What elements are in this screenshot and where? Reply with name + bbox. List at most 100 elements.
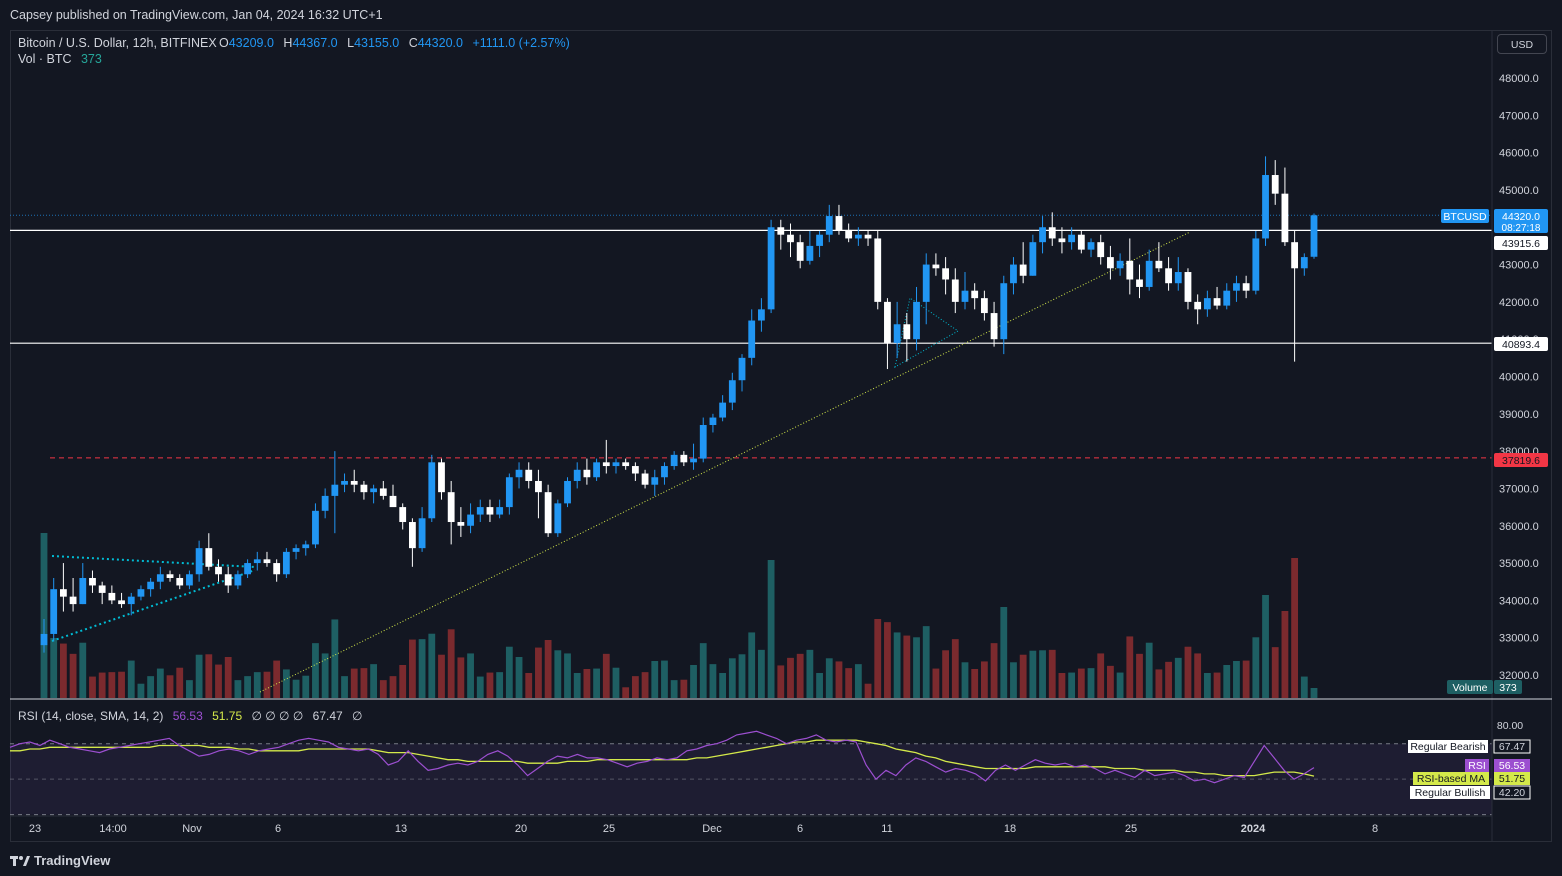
candle-body	[1271, 175, 1279, 194]
candle-body	[505, 477, 513, 508]
candle-body	[147, 581, 155, 590]
volume-bar	[50, 638, 58, 698]
volume-bar	[389, 676, 397, 698]
volume-bar	[816, 673, 823, 698]
volume-bar	[680, 679, 688, 698]
regular-bearish-value: 67.47	[1499, 741, 1525, 753]
volume-bar	[1300, 676, 1308, 698]
candle-body	[292, 548, 300, 552]
volume-bar	[1262, 595, 1269, 698]
candle-body	[1310, 215, 1318, 257]
volume-bar	[1155, 669, 1163, 698]
candle-body	[370, 488, 378, 493]
candle-body	[622, 462, 630, 467]
candle-body	[699, 425, 707, 459]
volume-bar	[1203, 673, 1211, 698]
volume-bar	[583, 669, 591, 698]
volume-bar	[845, 668, 853, 698]
candle-body	[1165, 268, 1172, 284]
candle-body	[787, 234, 794, 243]
candle-body	[1242, 283, 1250, 291]
candle-body	[438, 462, 445, 493]
candle-body	[389, 495, 397, 508]
rsi-ma-series-label: RSI-based MA	[1417, 773, 1485, 785]
volume-bar	[1291, 558, 1299, 698]
time-tick-label: 18	[1004, 823, 1016, 835]
volume-bar	[661, 660, 668, 698]
candle-body	[156, 574, 164, 582]
volume-bar	[1029, 650, 1037, 698]
candle-body	[1203, 298, 1211, 310]
volume-bar	[767, 560, 775, 698]
volume-bar	[942, 650, 950, 698]
volume-bar	[690, 665, 697, 698]
candle-body	[1252, 238, 1260, 291]
candle-body	[50, 589, 58, 634]
volume-bar	[893, 632, 901, 698]
candle-body	[661, 466, 668, 478]
volume-bars	[40, 533, 1318, 698]
rsi-ma-last-value-bg	[1494, 772, 1530, 785]
candle-body	[1213, 298, 1221, 306]
price-tick-label: 39000.0	[1499, 409, 1539, 421]
price-tick-label: 42000.0	[1499, 297, 1539, 309]
candle-body	[651, 477, 659, 485]
volume-bar	[205, 654, 213, 698]
volume-bar	[535, 647, 542, 698]
candle-body	[535, 480, 542, 493]
volume-bar	[108, 672, 116, 698]
candle-body	[1223, 290, 1231, 306]
rsi-ma-line	[10, 739, 1315, 777]
candle-body	[680, 454, 688, 463]
volume-bar	[884, 622, 891, 698]
candle-body	[89, 577, 96, 586]
volume-bar	[59, 643, 67, 698]
last-price-value: 44320.0	[1502, 211, 1540, 223]
volume-bar	[1019, 654, 1027, 698]
candle-body	[932, 264, 940, 269]
candle-body	[302, 544, 310, 549]
volume-bar	[825, 658, 833, 698]
candle-body	[399, 507, 407, 523]
candle-body	[593, 462, 600, 478]
volume-bar	[758, 649, 765, 698]
volume-bar	[1233, 661, 1240, 698]
volume-bar	[263, 671, 271, 698]
candle-body	[884, 301, 891, 343]
volume-bar	[244, 676, 251, 698]
rsi-ma-value: 51.75	[212, 709, 242, 723]
trendlines	[51, 231, 1191, 693]
l-value: 43155.0	[354, 36, 399, 50]
candle-body	[312, 510, 319, 545]
volume-bar	[1145, 642, 1153, 698]
rsi-pane: 80.00 Regular Bearish 67.47 RSI 56.53 RSI-bas…	[9, 719, 1531, 816]
rsi-tick-80-bg	[1494, 719, 1526, 732]
vol-label: Vol · BTC	[18, 52, 72, 66]
rsi-blanks: ∅ ∅ ∅ ∅	[251, 709, 303, 723]
volume-bar	[156, 668, 164, 698]
candle-body	[1233, 283, 1240, 291]
candle-body	[1107, 257, 1114, 269]
candle-body	[127, 596, 135, 605]
rsi-series-label: RSI	[1468, 760, 1486, 772]
volume-bar	[1310, 688, 1318, 698]
candle-body	[631, 466, 639, 474]
red-level-tag: 37819.6	[1502, 455, 1540, 467]
h-label: H	[283, 36, 292, 50]
volume-bar	[360, 668, 368, 698]
candle-body	[1116, 260, 1124, 269]
candle-body	[166, 574, 174, 578]
candle-body	[602, 462, 610, 467]
candle-body	[796, 242, 804, 261]
btcusd-label: BTCUSD	[1443, 211, 1487, 223]
volume-bar	[980, 661, 988, 698]
time-tick-label: 6	[275, 823, 281, 835]
volume-bar	[864, 683, 872, 698]
price-tick-label: 32000.0	[1499, 670, 1539, 682]
rsi-last-value: 56.53	[1499, 760, 1525, 772]
currency-button[interactable]: USD	[1497, 34, 1547, 54]
candle-body	[767, 227, 775, 310]
volume-bar	[1271, 647, 1279, 698]
volume-bar	[651, 661, 659, 698]
